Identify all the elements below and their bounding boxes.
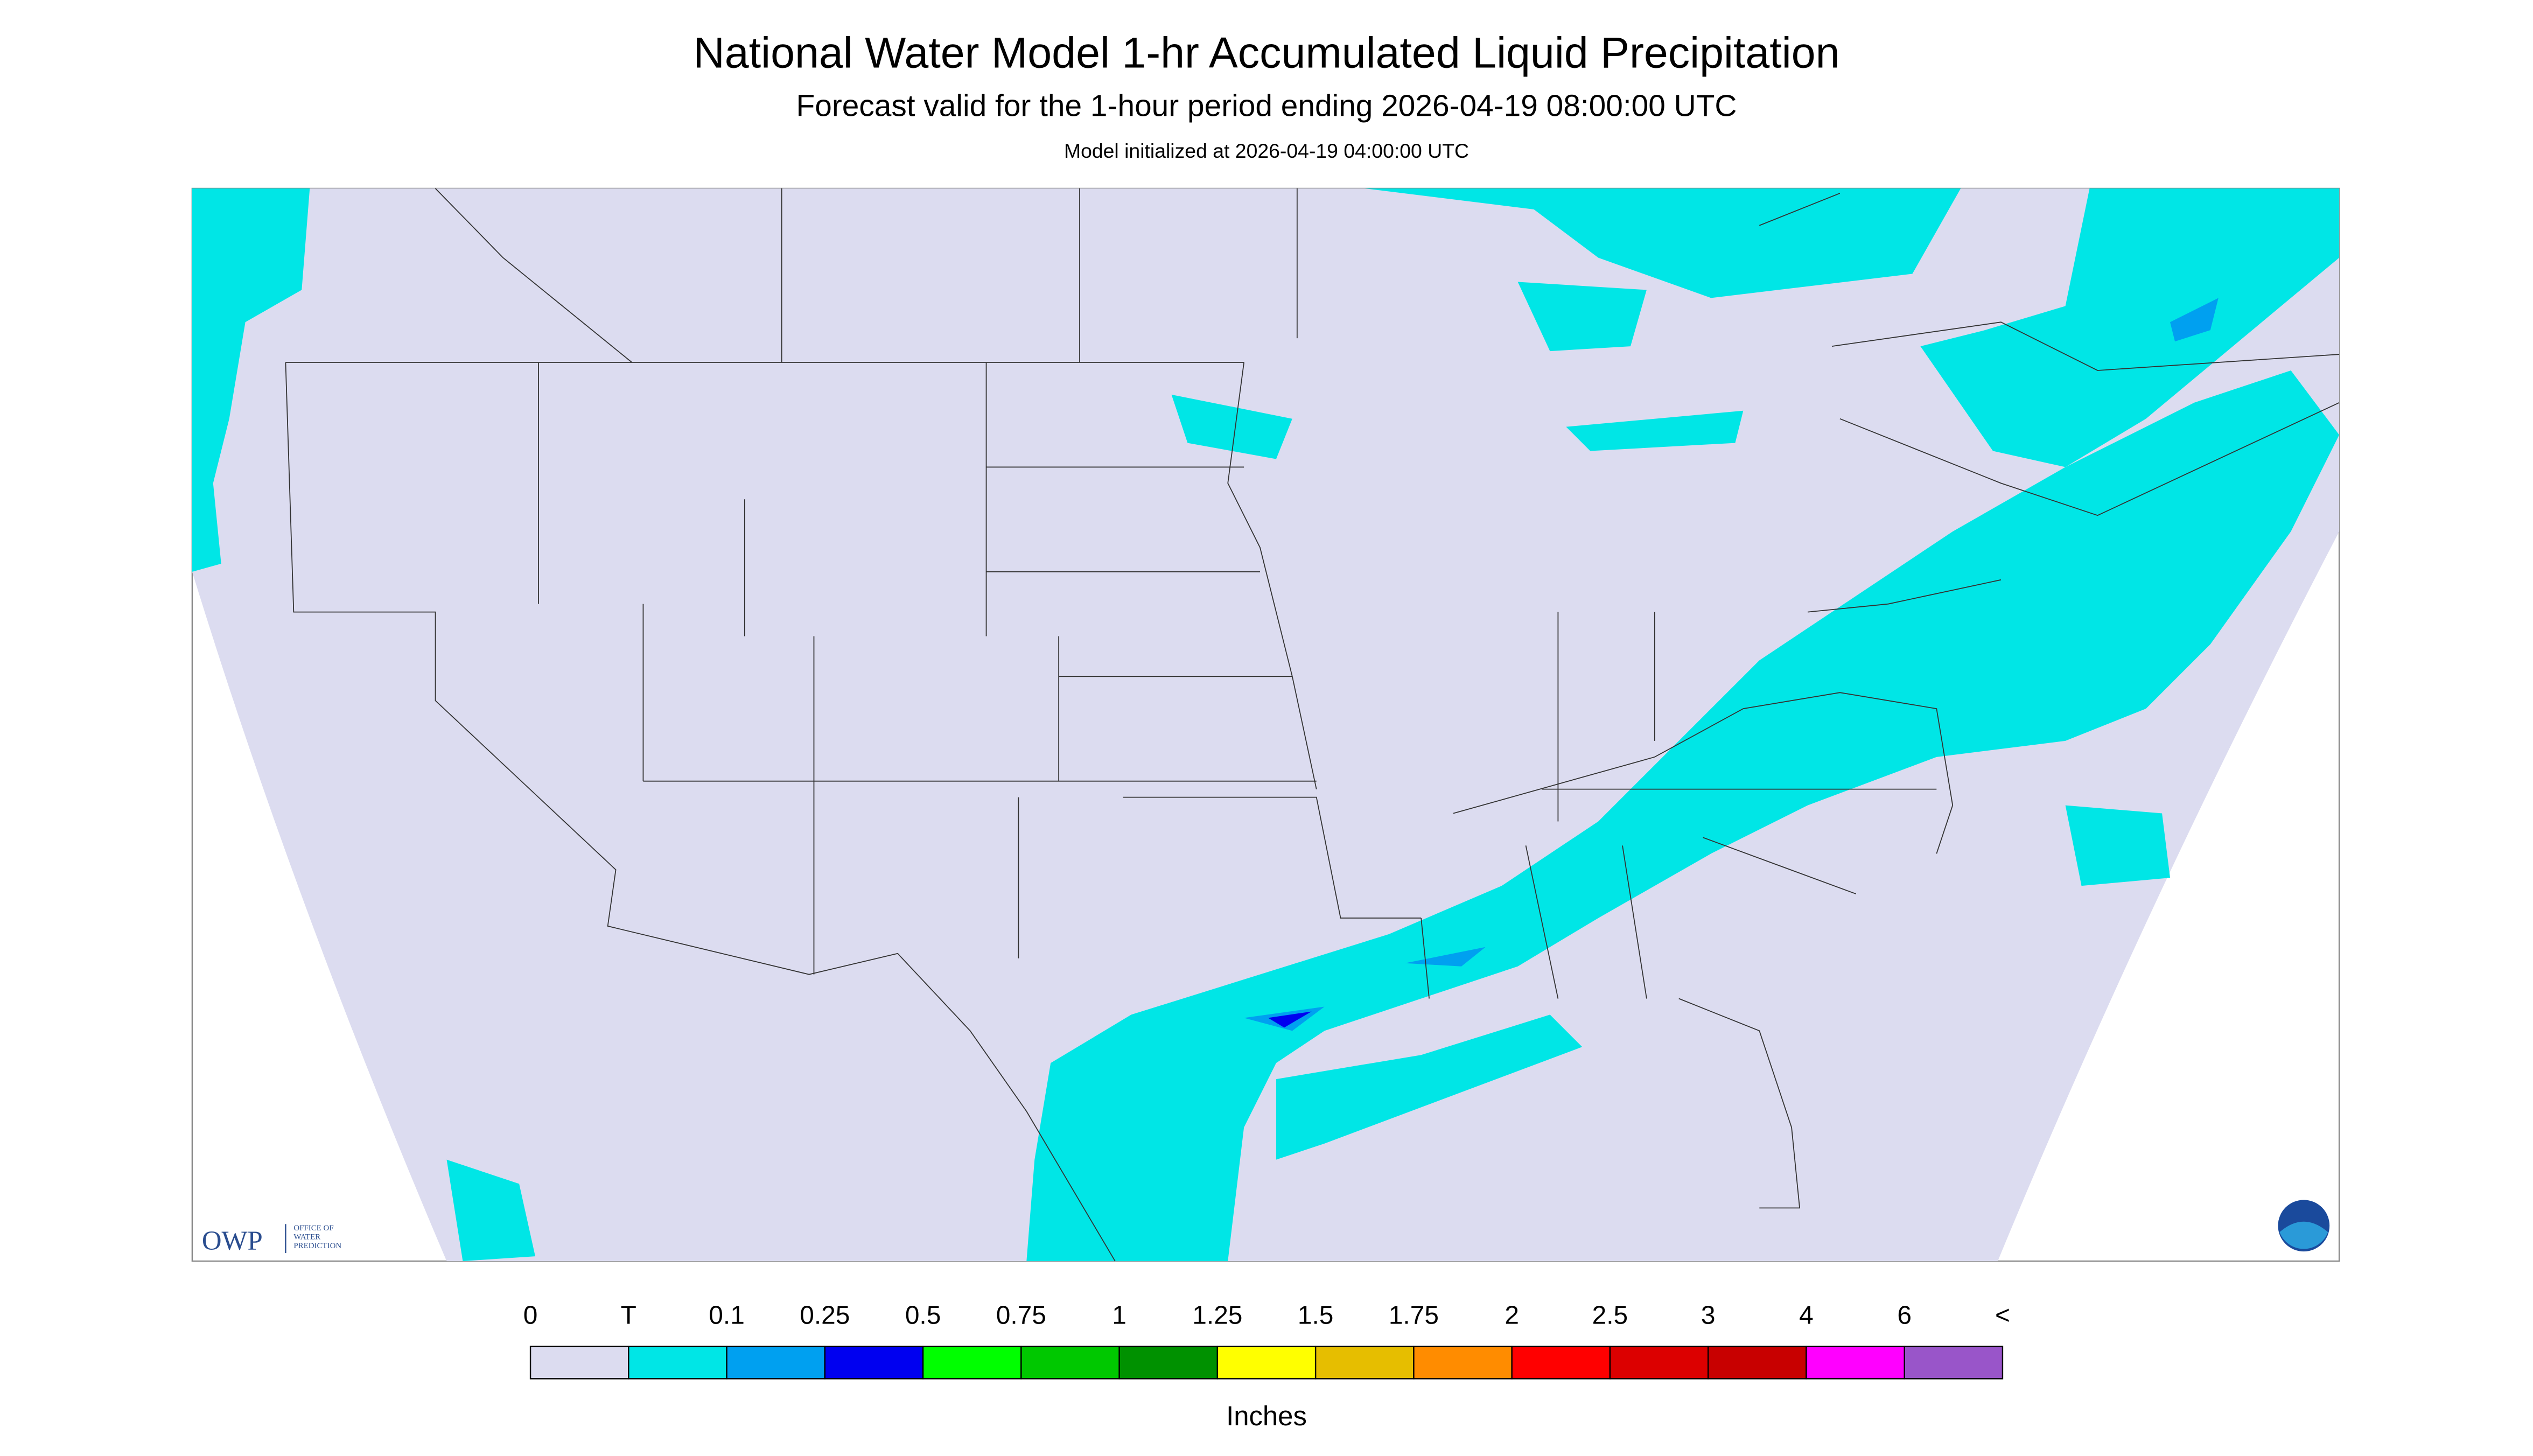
legend-label: 0.1 [709, 1301, 745, 1330]
boundary [435, 188, 2340, 516]
precip-area [192, 188, 310, 572]
legend-unit: Inches [1226, 1401, 1307, 1431]
legend-label: 0.75 [996, 1301, 1046, 1330]
legend-label: 3 [1701, 1301, 1716, 1330]
logo-abbr: OWP [202, 1226, 263, 1256]
legend-label: 2 [1505, 1301, 1519, 1330]
legend-swatch [1020, 1346, 1120, 1380]
boundaries [285, 188, 2340, 1262]
legend-label: 1.5 [1298, 1301, 1334, 1330]
precip-area [1171, 394, 1292, 459]
legend-swatch [1216, 1346, 1317, 1380]
legend-swatch [529, 1346, 629, 1380]
legend-swatch [1413, 1346, 1513, 1380]
legend-label: 1 [1112, 1301, 1126, 1330]
legend-label: < [1995, 1301, 2010, 1330]
precip-area [1276, 1014, 1583, 1160]
precip-area [1920, 188, 2340, 467]
legend-swatch [1609, 1346, 1709, 1380]
legend-swatch [1904, 1346, 2004, 1380]
precip-area [446, 1159, 536, 1262]
boundary [538, 362, 1422, 975]
legend: 0 T 0.1 0.25 0.5 0.75 1 1.25 1.5 1.75 2 2.5 3 4 6 < [523, 1301, 2010, 1380]
legend-label: 1.25 [1192, 1301, 1242, 1330]
legend-swatch [922, 1346, 1022, 1380]
legend-label: 1.75 [1389, 1301, 1439, 1330]
precip-area [2065, 805, 2171, 886]
legend-swatch [1806, 1346, 1905, 1380]
logo-line: WATER [293, 1233, 320, 1242]
legend-swatch [824, 1346, 924, 1380]
noaa-logo-wave [2279, 1221, 2328, 1249]
boundary [285, 362, 1244, 1262]
legend-label: T [621, 1301, 636, 1330]
subtitle: Forecast valid for the 1-hour period end… [796, 89, 1737, 123]
legend-label: 6 [1897, 1301, 1912, 1330]
precip-area [1566, 410, 1744, 451]
legend-label: 4 [1799, 1301, 1814, 1330]
legend-swatch [1118, 1346, 1219, 1380]
legend-swatch [1511, 1346, 1611, 1380]
legend-label: 2.5 [1592, 1301, 1628, 1330]
logo-line: OFFICE OF [293, 1224, 333, 1233]
map-domain [192, 188, 2340, 1262]
title: National Water Model 1-hr Accumulated Li… [694, 29, 1840, 78]
precip-area [1026, 370, 2340, 1262]
legend-label: 0.25 [800, 1301, 850, 1330]
precip [192, 188, 2340, 1262]
init-time: Model initialized at 2026-04-19 04:00:00… [1064, 139, 1469, 162]
legend-swatch [1314, 1346, 1415, 1380]
legend-swatch [726, 1346, 826, 1380]
boundary [1227, 362, 2002, 1209]
legend-label: 0.5 [905, 1301, 941, 1330]
precip-core [1268, 1011, 1312, 1028]
legend-label: 0 [523, 1301, 538, 1330]
logo-line: PREDICTION [293, 1242, 341, 1250]
precip-area [1517, 282, 1647, 352]
legend-swatch [1707, 1346, 1807, 1380]
legend-swatch [628, 1346, 727, 1380]
precip-area [1365, 188, 1961, 298]
